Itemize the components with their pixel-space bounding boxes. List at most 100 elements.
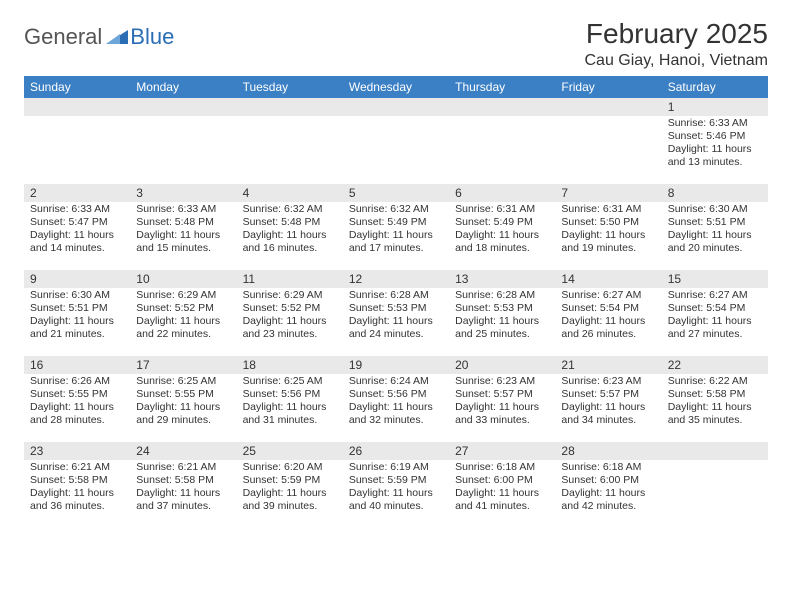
sunset-text: Sunset: 6:00 PM bbox=[561, 474, 655, 487]
sunset-text: Sunset: 5:57 PM bbox=[561, 388, 655, 401]
sunset-text: Sunset: 5:56 PM bbox=[243, 388, 337, 401]
sunrise-text: Sunrise: 6:21 AM bbox=[136, 461, 230, 474]
sunset-text: Sunset: 5:56 PM bbox=[349, 388, 443, 401]
calendar-cell: 23Sunrise: 6:21 AMSunset: 5:58 PMDayligh… bbox=[24, 442, 130, 528]
daylight-text: Daylight: 11 hours and 23 minutes. bbox=[243, 315, 337, 341]
sunrise-text: Sunrise: 6:24 AM bbox=[349, 375, 443, 388]
sunrise-text: Sunrise: 6:31 AM bbox=[455, 203, 549, 216]
calendar-cell: 20Sunrise: 6:23 AMSunset: 5:57 PMDayligh… bbox=[449, 356, 555, 442]
sunset-text: Sunset: 5:51 PM bbox=[668, 216, 762, 229]
day-data: Sunrise: 6:30 AMSunset: 5:51 PMDaylight:… bbox=[24, 288, 130, 344]
calendar-cell: 10Sunrise: 6:29 AMSunset: 5:52 PMDayligh… bbox=[130, 270, 236, 356]
day-data: Sunrise: 6:30 AMSunset: 5:51 PMDaylight:… bbox=[662, 202, 768, 258]
calendar-cell: 3Sunrise: 6:33 AMSunset: 5:48 PMDaylight… bbox=[130, 184, 236, 270]
sunrise-text: Sunrise: 6:22 AM bbox=[668, 375, 762, 388]
day-data: Sunrise: 6:29 AMSunset: 5:52 PMDaylight:… bbox=[237, 288, 343, 344]
day-data: Sunrise: 6:21 AMSunset: 5:58 PMDaylight:… bbox=[130, 460, 236, 516]
sunrise-text: Sunrise: 6:33 AM bbox=[136, 203, 230, 216]
day-number: 21 bbox=[555, 356, 661, 374]
day-data: Sunrise: 6:19 AMSunset: 5:59 PMDaylight:… bbox=[343, 460, 449, 516]
calendar-cell bbox=[237, 98, 343, 184]
calendar-cell: 11Sunrise: 6:29 AMSunset: 5:52 PMDayligh… bbox=[237, 270, 343, 356]
location: Cau Giay, Hanoi, Vietnam bbox=[585, 52, 769, 70]
day-data: Sunrise: 6:23 AMSunset: 5:57 PMDaylight:… bbox=[449, 374, 555, 430]
day-number: 11 bbox=[237, 270, 343, 288]
day-data: Sunrise: 6:18 AMSunset: 6:00 PMDaylight:… bbox=[449, 460, 555, 516]
sunset-text: Sunset: 5:55 PM bbox=[136, 388, 230, 401]
day-number: 13 bbox=[449, 270, 555, 288]
day-data: Sunrise: 6:27 AMSunset: 5:54 PMDaylight:… bbox=[555, 288, 661, 344]
calendar-cell: 25Sunrise: 6:20 AMSunset: 5:59 PMDayligh… bbox=[237, 442, 343, 528]
day-data: Sunrise: 6:25 AMSunset: 5:56 PMDaylight:… bbox=[237, 374, 343, 430]
calendar-week-row: 9Sunrise: 6:30 AMSunset: 5:51 PMDaylight… bbox=[24, 270, 768, 356]
sunrise-text: Sunrise: 6:28 AM bbox=[455, 289, 549, 302]
calendar-cell: 21Sunrise: 6:23 AMSunset: 5:57 PMDayligh… bbox=[555, 356, 661, 442]
day-data: Sunrise: 6:32 AMSunset: 5:48 PMDaylight:… bbox=[237, 202, 343, 258]
sunrise-text: Sunrise: 6:27 AM bbox=[668, 289, 762, 302]
sunrise-text: Sunrise: 6:23 AM bbox=[561, 375, 655, 388]
daylight-text: Daylight: 11 hours and 31 minutes. bbox=[243, 401, 337, 427]
daylight-text: Daylight: 11 hours and 33 minutes. bbox=[455, 401, 549, 427]
calendar-table: SundayMondayTuesdayWednesdayThursdayFrid… bbox=[24, 76, 768, 528]
daylight-text: Daylight: 11 hours and 39 minutes. bbox=[243, 487, 337, 513]
sunrise-text: Sunrise: 6:21 AM bbox=[30, 461, 124, 474]
sunrise-text: Sunrise: 6:29 AM bbox=[243, 289, 337, 302]
day-data: Sunrise: 6:29 AMSunset: 5:52 PMDaylight:… bbox=[130, 288, 236, 344]
calendar-cell: 16Sunrise: 6:26 AMSunset: 5:55 PMDayligh… bbox=[24, 356, 130, 442]
calendar-cell: 19Sunrise: 6:24 AMSunset: 5:56 PMDayligh… bbox=[343, 356, 449, 442]
sunset-text: Sunset: 5:59 PM bbox=[349, 474, 443, 487]
sunrise-text: Sunrise: 6:32 AM bbox=[349, 203, 443, 216]
sunset-text: Sunset: 5:59 PM bbox=[243, 474, 337, 487]
sunrise-text: Sunrise: 6:23 AM bbox=[455, 375, 549, 388]
sunset-text: Sunset: 5:57 PM bbox=[455, 388, 549, 401]
sunrise-text: Sunrise: 6:18 AM bbox=[561, 461, 655, 474]
sunset-text: Sunset: 5:51 PM bbox=[30, 302, 124, 315]
day-number: 4 bbox=[237, 184, 343, 202]
brand-triangle-icon bbox=[106, 26, 128, 49]
sunrise-text: Sunrise: 6:18 AM bbox=[455, 461, 549, 474]
sunset-text: Sunset: 5:52 PM bbox=[243, 302, 337, 315]
daylight-text: Daylight: 11 hours and 34 minutes. bbox=[561, 401, 655, 427]
calendar-week-row: 23Sunrise: 6:21 AMSunset: 5:58 PMDayligh… bbox=[24, 442, 768, 528]
calendar-cell: 17Sunrise: 6:25 AMSunset: 5:55 PMDayligh… bbox=[130, 356, 236, 442]
weekday-header: Friday bbox=[555, 76, 661, 98]
sunset-text: Sunset: 5:55 PM bbox=[30, 388, 124, 401]
sunset-text: Sunset: 5:48 PM bbox=[136, 216, 230, 229]
weekday-header: Sunday bbox=[24, 76, 130, 98]
calendar-cell: 22Sunrise: 6:22 AMSunset: 5:58 PMDayligh… bbox=[662, 356, 768, 442]
day-number: 15 bbox=[662, 270, 768, 288]
day-number: 22 bbox=[662, 356, 768, 374]
day-number bbox=[449, 98, 555, 116]
day-number: 24 bbox=[130, 442, 236, 460]
calendar-cell: 27Sunrise: 6:18 AMSunset: 6:00 PMDayligh… bbox=[449, 442, 555, 528]
calendar-cell bbox=[555, 98, 661, 184]
sunrise-text: Sunrise: 6:26 AM bbox=[30, 375, 124, 388]
daylight-text: Daylight: 11 hours and 17 minutes. bbox=[349, 229, 443, 255]
day-data: Sunrise: 6:28 AMSunset: 5:53 PMDaylight:… bbox=[343, 288, 449, 344]
day-number: 3 bbox=[130, 184, 236, 202]
sunrise-text: Sunrise: 6:30 AM bbox=[30, 289, 124, 302]
calendar-cell: 18Sunrise: 6:25 AMSunset: 5:56 PMDayligh… bbox=[237, 356, 343, 442]
sunrise-text: Sunrise: 6:25 AM bbox=[243, 375, 337, 388]
daylight-text: Daylight: 11 hours and 13 minutes. bbox=[668, 143, 762, 169]
day-data: Sunrise: 6:18 AMSunset: 6:00 PMDaylight:… bbox=[555, 460, 661, 516]
header: General Blue February 2025 Cau Giay, Han… bbox=[24, 18, 768, 70]
day-number: 19 bbox=[343, 356, 449, 374]
day-data: Sunrise: 6:28 AMSunset: 5:53 PMDaylight:… bbox=[449, 288, 555, 344]
weekday-header: Tuesday bbox=[237, 76, 343, 98]
daylight-text: Daylight: 11 hours and 15 minutes. bbox=[136, 229, 230, 255]
daylight-text: Daylight: 11 hours and 36 minutes. bbox=[30, 487, 124, 513]
day-number: 12 bbox=[343, 270, 449, 288]
day-number: 9 bbox=[24, 270, 130, 288]
daylight-text: Daylight: 11 hours and 18 minutes. bbox=[455, 229, 549, 255]
daylight-text: Daylight: 11 hours and 40 minutes. bbox=[349, 487, 443, 513]
calendar-cell: 26Sunrise: 6:19 AMSunset: 5:59 PMDayligh… bbox=[343, 442, 449, 528]
calendar-cell: 4Sunrise: 6:32 AMSunset: 5:48 PMDaylight… bbox=[237, 184, 343, 270]
calendar-week-row: 1Sunrise: 6:33 AMSunset: 5:46 PMDaylight… bbox=[24, 98, 768, 184]
calendar-cell: 12Sunrise: 6:28 AMSunset: 5:53 PMDayligh… bbox=[343, 270, 449, 356]
daylight-text: Daylight: 11 hours and 20 minutes. bbox=[668, 229, 762, 255]
calendar-cell bbox=[662, 442, 768, 528]
day-data: Sunrise: 6:33 AMSunset: 5:47 PMDaylight:… bbox=[24, 202, 130, 258]
daylight-text: Daylight: 11 hours and 41 minutes. bbox=[455, 487, 549, 513]
daylight-text: Daylight: 11 hours and 21 minutes. bbox=[30, 315, 124, 341]
